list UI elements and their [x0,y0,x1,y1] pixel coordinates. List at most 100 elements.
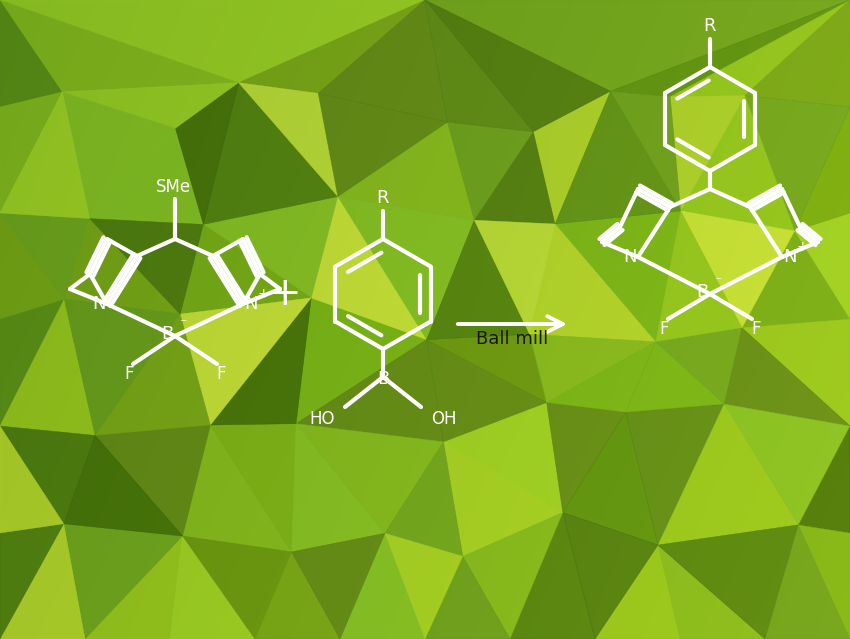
Polygon shape [0,92,89,219]
Polygon shape [183,425,292,552]
Polygon shape [255,552,340,639]
Polygon shape [427,220,530,339]
Polygon shape [239,0,425,93]
Polygon shape [180,224,311,314]
Text: N: N [93,295,105,313]
Polygon shape [474,220,555,334]
Polygon shape [292,533,385,639]
Polygon shape [610,91,681,211]
Polygon shape [385,533,462,639]
Polygon shape [170,536,255,639]
Text: F: F [124,365,133,383]
Text: +: + [796,240,808,254]
Polygon shape [765,525,850,639]
Text: F: F [660,320,669,338]
Polygon shape [203,197,337,298]
Polygon shape [563,512,658,639]
Polygon shape [474,132,555,224]
Polygon shape [427,339,547,442]
Polygon shape [89,219,203,314]
Polygon shape [180,298,311,425]
Polygon shape [95,425,211,536]
Polygon shape [742,231,850,328]
Polygon shape [795,107,850,231]
Polygon shape [563,412,658,545]
Polygon shape [64,219,180,314]
Polygon shape [64,435,183,536]
Polygon shape [681,211,795,328]
Polygon shape [745,96,850,231]
Polygon shape [0,299,64,426]
Polygon shape [425,0,850,91]
Polygon shape [337,122,474,220]
Polygon shape [658,545,765,639]
Polygon shape [655,211,742,342]
Polygon shape [211,424,296,552]
Text: ⁻: ⁻ [714,275,722,289]
Text: +: + [258,287,269,301]
Polygon shape [0,0,62,107]
Polygon shape [296,339,444,442]
Polygon shape [655,328,742,404]
Polygon shape [533,91,610,224]
Text: R: R [377,189,389,207]
Polygon shape [292,424,385,552]
Polygon shape [530,334,655,403]
Polygon shape [211,298,311,425]
Polygon shape [610,0,850,96]
Polygon shape [318,0,447,122]
Text: B: B [696,283,708,301]
Text: B: B [377,370,389,388]
Polygon shape [555,91,681,224]
Polygon shape [0,426,64,533]
Polygon shape [0,524,85,639]
Polygon shape [798,525,850,639]
Polygon shape [0,213,64,319]
Polygon shape [681,96,795,231]
Polygon shape [64,299,180,435]
Polygon shape [626,342,724,412]
Polygon shape [0,0,425,82]
Text: HO: HO [309,410,335,428]
Polygon shape [795,213,850,319]
Polygon shape [175,82,239,224]
Polygon shape [510,512,595,639]
Text: N: N [244,295,258,313]
Polygon shape [337,197,474,339]
Polygon shape [547,403,626,512]
Polygon shape [462,512,563,639]
Polygon shape [425,0,533,132]
Text: OH: OH [431,410,456,428]
Polygon shape [296,298,427,424]
Polygon shape [724,328,850,426]
Polygon shape [0,92,62,213]
Polygon shape [555,211,681,342]
Polygon shape [658,404,798,545]
Polygon shape [0,213,89,299]
Polygon shape [447,122,533,220]
Polygon shape [425,0,610,132]
Text: B: B [161,325,173,343]
Polygon shape [595,545,680,639]
Text: F: F [216,365,226,383]
Polygon shape [547,342,655,412]
Polygon shape [296,424,444,533]
Text: F: F [751,320,761,338]
Polygon shape [444,442,563,557]
Polygon shape [427,334,547,403]
Polygon shape [340,533,425,639]
Text: SMe: SMe [156,178,190,196]
Text: Ball mill: Ball mill [476,330,548,348]
Polygon shape [798,426,850,533]
Polygon shape [742,319,850,426]
Text: ⁻: ⁻ [179,317,187,331]
Text: R: R [704,17,717,35]
Polygon shape [85,536,183,639]
Polygon shape [385,442,462,557]
Polygon shape [89,128,203,224]
Polygon shape [0,524,64,639]
Polygon shape [311,197,427,339]
Polygon shape [444,403,563,512]
Polygon shape [671,0,850,96]
Text: +: + [269,275,301,313]
